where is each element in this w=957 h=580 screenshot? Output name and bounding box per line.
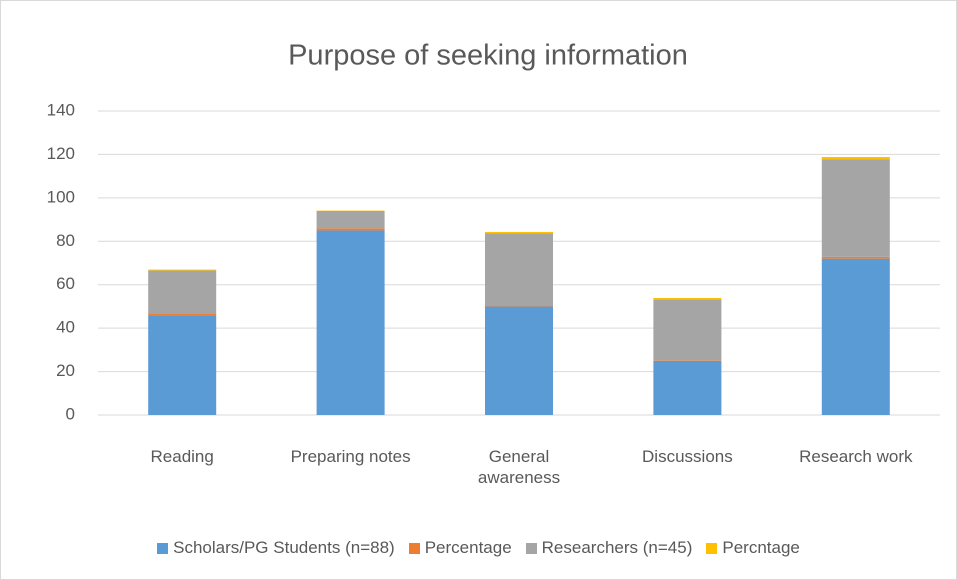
x-tick-label: Research work — [799, 447, 913, 466]
legend-label: Researchers (n=45) — [541, 538, 693, 557]
x-tick-label: General awareness — [477, 447, 561, 487]
bar-segment — [148, 315, 217, 415]
y-tick-label: 0 — [66, 404, 75, 423]
bar-segment — [316, 230, 385, 415]
bar-segment — [821, 256, 890, 259]
legend-label: Percentage — [424, 538, 512, 557]
legend-swatch — [408, 542, 420, 554]
bar-segment — [821, 258, 890, 415]
bar-segment — [316, 228, 385, 231]
y-tick-label: 60 — [56, 274, 75, 293]
chart-title: Purpose of seeking information — [288, 40, 688, 72]
bar-segment — [485, 305, 553, 307]
legend-swatch — [157, 542, 169, 554]
y-tick-label: 20 — [56, 361, 75, 380]
legend-swatch — [706, 542, 718, 554]
legend-swatch — [525, 542, 537, 554]
y-tick-label: 100 — [47, 187, 75, 206]
bar-segment — [316, 210, 385, 229]
x-tick-label: Discussions — [642, 447, 733, 466]
bar-segment — [485, 306, 553, 415]
x-tick-label: Reading — [150, 447, 214, 466]
bar-segment — [821, 159, 890, 257]
legend-label: Scholars/PG Students (n=88) — [173, 538, 395, 557]
bar-segment — [653, 297, 722, 300]
bar-segment — [148, 270, 217, 314]
x-tick-label: Preparing notes — [290, 447, 411, 466]
legend-item: Percntage — [706, 538, 800, 558]
bar-segment — [653, 360, 722, 415]
bar-segment — [148, 269, 217, 271]
legend-item: Researchers (n=45) — [525, 538, 693, 558]
legend-label: Percntage — [722, 538, 800, 557]
y-tick-label: 80 — [56, 231, 75, 250]
bar-segment — [485, 233, 553, 306]
bar-segment — [653, 299, 722, 361]
bar-segment — [653, 360, 722, 361]
bar-segment — [821, 156, 890, 160]
legend-item: Scholars/PG Students (n=88) — [157, 538, 395, 558]
y-tick-label: 40 — [56, 318, 75, 337]
legend-item: Percentage — [408, 538, 512, 558]
legend: Scholars/PG Students (n=88) Percentage Res… — [0, 538, 957, 558]
y-tick-label: 140 — [47, 100, 75, 119]
bar-segment — [148, 313, 217, 316]
bar-segment — [485, 231, 553, 234]
y-tick-label: 120 — [47, 144, 75, 163]
